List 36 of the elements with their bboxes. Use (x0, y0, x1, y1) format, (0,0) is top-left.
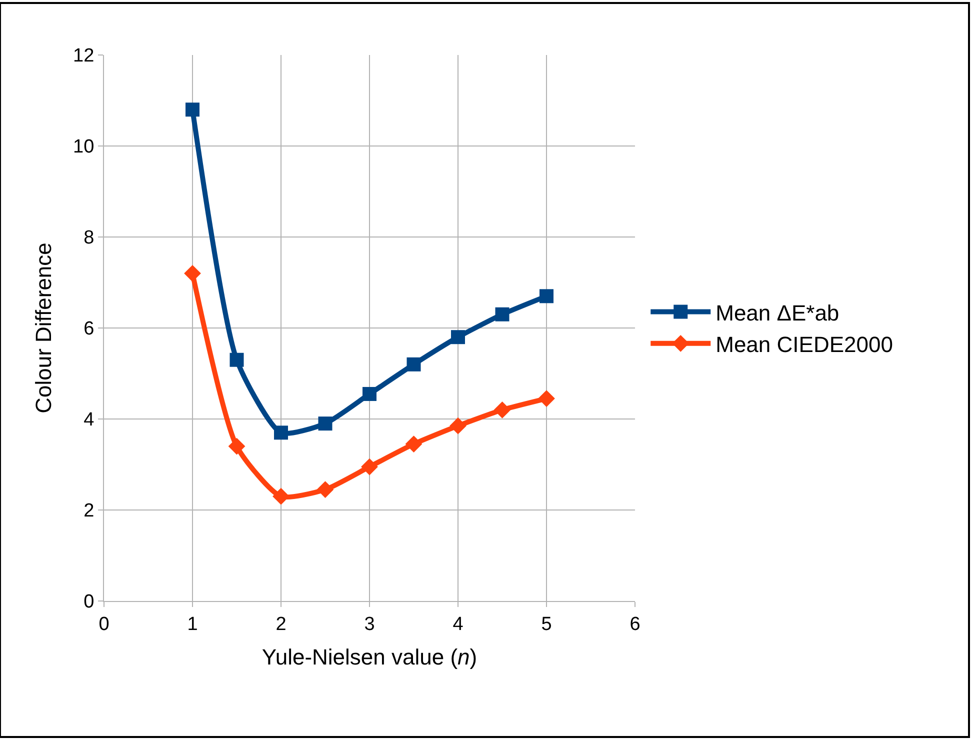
point (228, 438, 246, 455)
point (362, 386, 376, 401)
point (450, 417, 466, 434)
y-tick-label: 6 (84, 318, 94, 340)
point (316, 481, 334, 498)
point (451, 330, 465, 344)
legend-label: Mean ΔE*ab (716, 300, 840, 326)
legend-label: Mean CIEDE2000 (716, 332, 893, 357)
x-tick-label: 4 (452, 614, 464, 635)
point (361, 458, 378, 476)
y-tick-label: 12 (73, 46, 94, 67)
point (494, 401, 511, 418)
point (405, 436, 422, 452)
y-tick-label: 4 (84, 410, 95, 431)
x-tick-label: 1 (187, 614, 198, 635)
point (272, 488, 290, 505)
y-tick-label: 10 (73, 136, 94, 158)
x-tick-label: 5 (541, 614, 552, 635)
point (230, 352, 244, 367)
x-tick-label: 2 (276, 614, 286, 635)
x-tick-label: 6 (630, 614, 640, 635)
x-tick-label: 3 (364, 614, 375, 635)
y-tick-label: 2 (84, 500, 94, 522)
point (406, 357, 421, 372)
y-tick-label: 8 (84, 228, 94, 249)
point (274, 426, 288, 440)
point (540, 289, 554, 304)
x-tick-label: 0 (98, 614, 110, 635)
point (318, 416, 332, 431)
point (495, 307, 510, 322)
point (186, 102, 200, 117)
point (184, 264, 201, 282)
y-axis-title: Colour Difference (30, 242, 56, 414)
x-axis-title: Yule-Nielsen value (n) (262, 644, 478, 670)
y-tick-label: 0 (84, 592, 94, 613)
point (538, 390, 555, 407)
